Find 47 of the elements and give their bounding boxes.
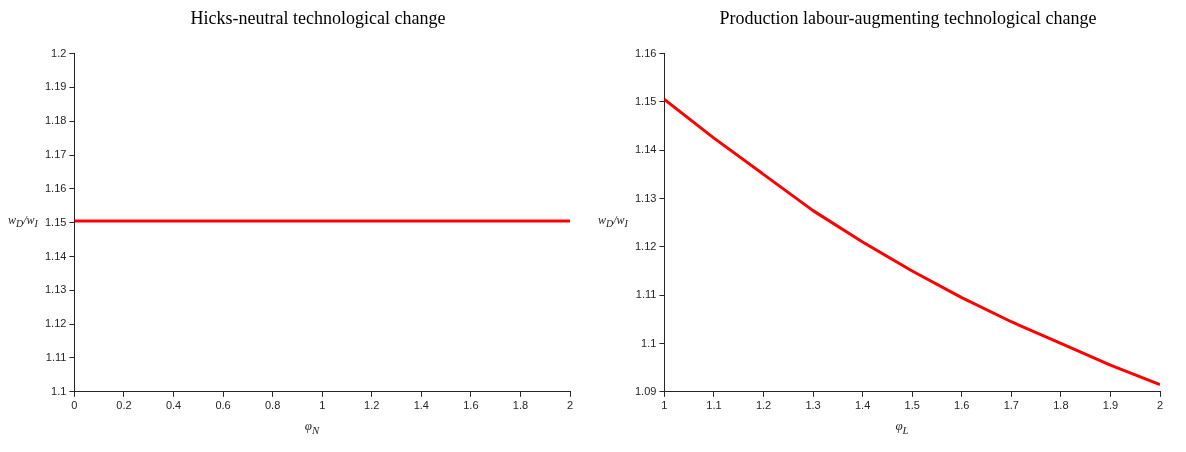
x-tick-label: 2 — [1156, 399, 1164, 412]
y-axis-title: w$_{D}$/w$_{I}$ — [598, 213, 628, 230]
y-tick-label: 1.17 — [44, 148, 67, 161]
chart-title: Hicks-neutral technological change — [189, 8, 447, 30]
y-tick-label: 1.15 — [44, 215, 67, 228]
x-tick-label: 1.7 — [1003, 399, 1019, 412]
x-tick-label: 1.5 — [904, 399, 920, 412]
y-tick-label: 1.09 — [634, 384, 657, 397]
x-tick-label: 1.6 — [463, 399, 479, 412]
y-tick-label: 1.19 — [44, 80, 67, 93]
y-tick-label: 1.14 — [634, 143, 657, 156]
x-tick-label: 1.1 — [706, 399, 722, 412]
y-tick-label: 1.15 — [634, 94, 657, 107]
y-tick-label: 1.1 — [641, 336, 657, 349]
x-tick-label: 1.8 — [1053, 399, 1069, 412]
x-tick-label: 1.4 — [413, 399, 429, 412]
y-tick-label: 1.1 — [51, 384, 67, 397]
x-axis-title: φ$_{L}$ — [894, 418, 910, 436]
y-tick-label: 1.16 — [634, 46, 657, 59]
x-tick-label: 1.9 — [1102, 399, 1119, 412]
chart-title: Production labour-augmenting technological change — [718, 8, 1098, 30]
x-axis-title: φ$_{N}$ — [303, 418, 321, 436]
x-tick-label: 0.8 — [265, 399, 281, 412]
y-tick-label: 1.13 — [634, 191, 657, 204]
x-tick-label: 0.6 — [215, 399, 231, 412]
x-tick-label: 1.3 — [805, 399, 821, 412]
y-tick-label: 1.14 — [44, 249, 67, 262]
x-tick-label: 1.2 — [364, 399, 380, 412]
x-tick-label: 0 — [71, 399, 78, 412]
x-tick-label: 0.4 — [165, 399, 182, 412]
y-tick-label: 1.12 — [634, 239, 657, 252]
x-tick-label: 1.4 — [855, 399, 871, 412]
y-tick-label: 1.2 — [51, 46, 67, 59]
y-tick-label: 1.11 — [635, 288, 657, 301]
y-tick-label: 1.18 — [44, 114, 67, 127]
y-tick-label: 1.11 — [45, 351, 67, 364]
x-tick-label: 1.6 — [954, 399, 970, 412]
y-axis-title: w$_{D}$/w$_{I}$ — [8, 213, 38, 230]
x-tick-label: 1 — [661, 399, 668, 412]
x-tick-label: 2 — [566, 399, 574, 412]
x-tick-label: 0.2 — [116, 399, 132, 412]
x-tick-label: 1.2 — [755, 399, 772, 412]
y-tick-label: 1.13 — [44, 283, 67, 296]
y-tick-label: 1.12 — [44, 317, 67, 330]
x-tick-label: 1 — [319, 399, 326, 412]
x-tick-label: 1.8 — [512, 399, 529, 412]
y-tick-label: 1.16 — [44, 181, 67, 194]
